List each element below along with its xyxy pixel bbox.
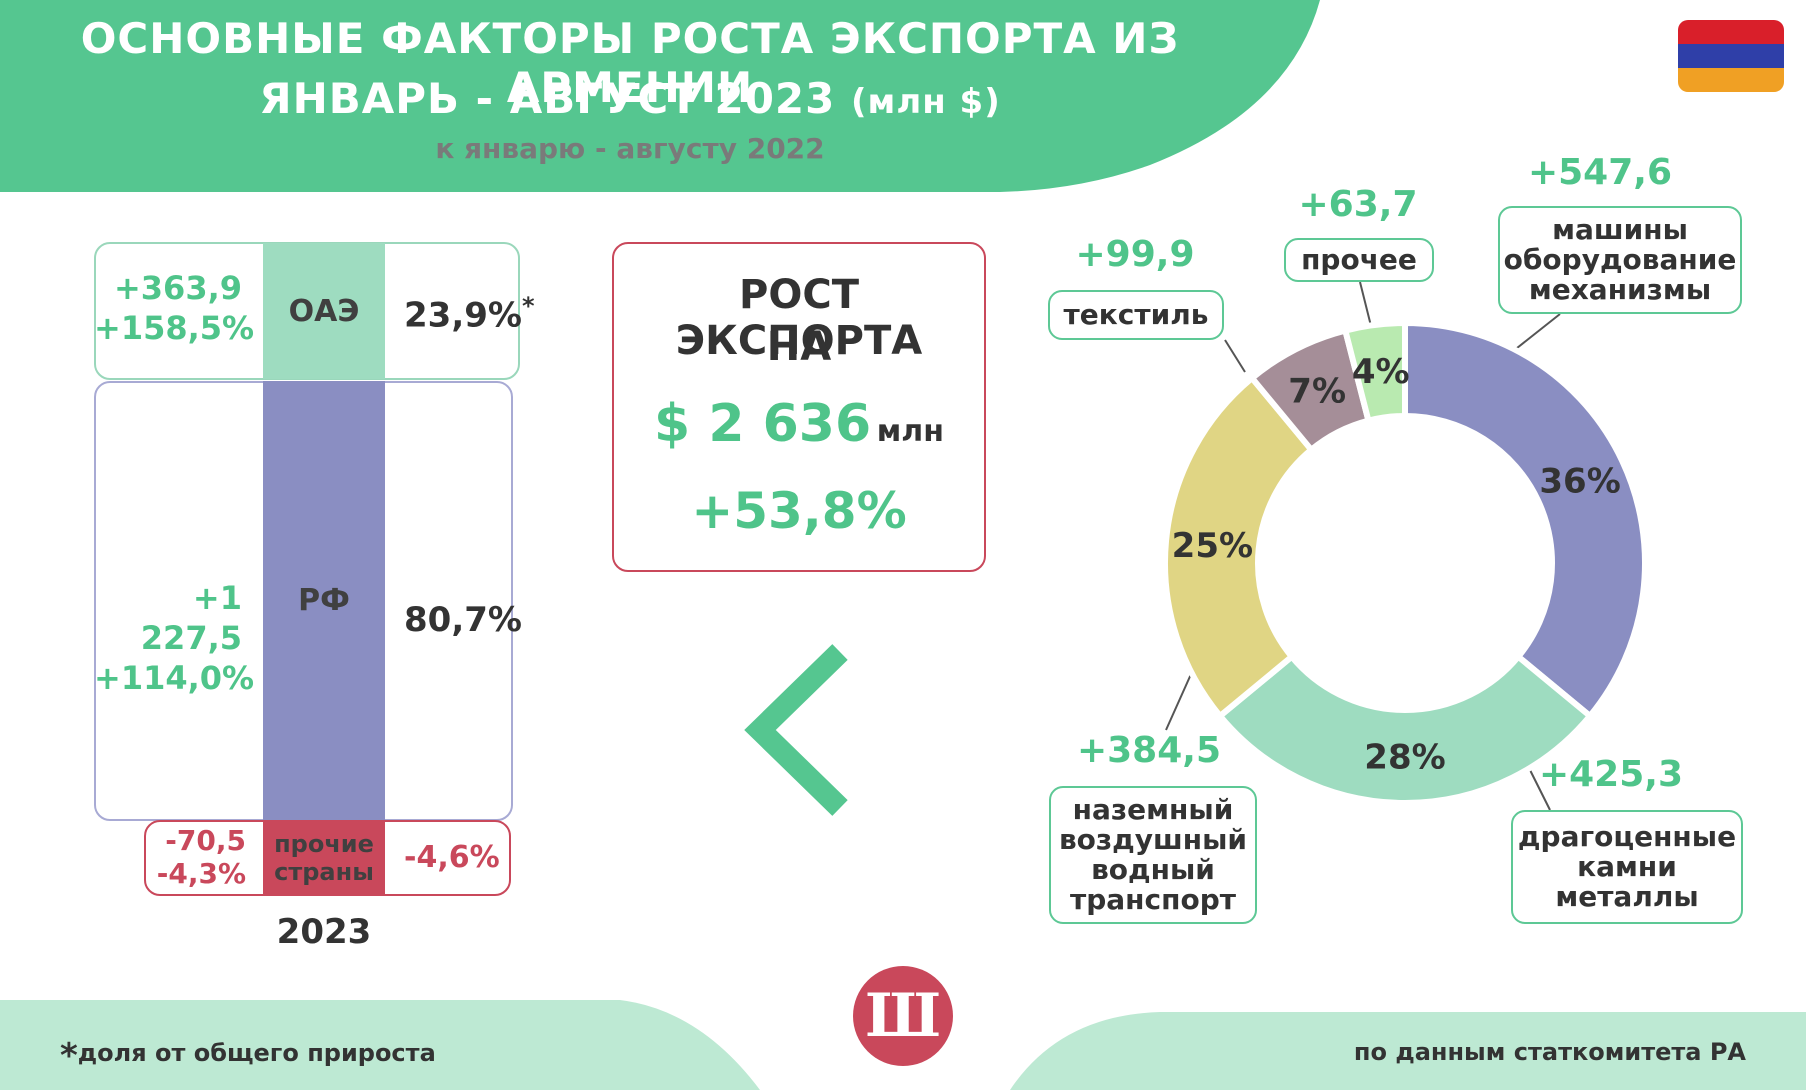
slice-value-label: +547,6 [1527, 152, 1673, 193]
rf-growth-values: +1 227,5 +114,0% [94, 578, 255, 698]
rf-pct-growth: +114,0% [94, 659, 255, 697]
footnote-mark: * [521, 292, 535, 320]
footnote: *доля от общего прироста [60, 1036, 436, 1076]
footer-left-band [0, 1000, 760, 1090]
footnote-text: доля от общего прироста [77, 1039, 436, 1067]
slice-category-line: машины [1552, 213, 1688, 246]
slice-category-box: машины оборудование механизмы [1498, 206, 1742, 314]
footer-right-band [1010, 1012, 1806, 1090]
growth-amount-value: $ 2 636 [654, 394, 872, 454]
page-title: ОСНОВНЫЕ ФАКТОРЫ РОСТА ЭКСПОРТА ИЗ АРМЕН… [80, 14, 1180, 112]
uae-pct-growth: +158,5% [94, 309, 255, 347]
uae-abs-growth: +363,9 [113, 269, 242, 307]
slice-category-line: наземный [1072, 793, 1234, 826]
slice-category-box: наземный воздушный водный транспорт [1049, 786, 1257, 924]
slice-category-box: текстиль [1048, 290, 1224, 340]
donut-slice-percent: 25% [1172, 526, 1253, 566]
slice-category-line: драгоценные [1517, 820, 1737, 853]
page-title-period: ЯНВАРЬ - АВГУСТ 2023 (млн $) [259, 74, 1001, 123]
slice-value-label: +425,3 [1538, 754, 1684, 795]
other-pct-growth: -4,3% [156, 857, 246, 890]
slice-category-line: оборудование [1503, 243, 1737, 276]
other-label-line2: страны [274, 858, 374, 886]
footnote-asterisk: * [60, 1036, 78, 1076]
donut-slice [1162, 375, 1315, 719]
donut-slice [1342, 320, 1408, 424]
page-subtitle: к январю - августу 2022 [435, 132, 825, 165]
rf-bar: РФ [263, 381, 385, 820]
donut-slice [1402, 320, 1648, 719]
flag-orange-stripe [1678, 68, 1784, 92]
growth-percent: +53,8% [691, 482, 907, 540]
slice-value-label: +384,5 [1076, 730, 1222, 771]
donut-slice [1217, 653, 1593, 806]
year-label: 2023 [276, 912, 372, 952]
other-abs-growth: -70,5 [165, 824, 246, 857]
slice-value-label: +99,9 [1075, 234, 1195, 275]
growth-title: РОСТ ЭКСПОРТА [675, 272, 923, 364]
flag-blue-stripe [1678, 44, 1784, 68]
growth-title-2: НА [766, 324, 832, 370]
donut-slice-percent: 28% [1364, 738, 1445, 778]
growth-card: РОСТ ЭКСПОРТА НА $ 2 636 млн +53,8% [612, 242, 986, 572]
uae-bar: ОАЭ [263, 243, 385, 379]
slice-category-line: механизмы [1528, 273, 1712, 306]
slice-category-line: водный [1091, 853, 1215, 886]
slice-category-line: камни [1577, 850, 1677, 883]
leader-line [1529, 769, 1551, 811]
slice-category-line: металлы [1555, 880, 1699, 913]
armenia-flag-icon [1678, 20, 1784, 92]
donut-slice-percent: 7% [1288, 372, 1346, 412]
rf-label: РФ [298, 583, 350, 618]
donut-slice-percent: 36% [1539, 462, 1620, 502]
slice-category-line: прочее [1301, 243, 1417, 276]
flag-red-stripe [1678, 20, 1784, 44]
slice-category-box: прочее [1284, 238, 1434, 282]
leader-line [1224, 339, 1246, 373]
slice-category-line: транспорт [1070, 883, 1236, 916]
leader-line [1511, 313, 1561, 353]
growth-amount-unit: млн [876, 414, 944, 449]
uae-share: 23,9%* [404, 292, 535, 336]
source-note: по данным статкомитета РА [1353, 1038, 1746, 1066]
logo-letter: Ш [864, 981, 942, 1051]
leader-line [1359, 281, 1373, 331]
logo-icon: Ш [853, 966, 953, 1066]
slice-category-line: текстиль [1063, 298, 1209, 331]
slice-category-line: воздушный [1058, 823, 1248, 856]
rf-abs-growth: +1 227,5 [140, 579, 242, 657]
chevron-left-icon [744, 644, 848, 816]
slice-value-label: +63,7 [1298, 184, 1418, 225]
other-label-line1: прочие [274, 830, 374, 858]
other-countries-bar: прочие страны [263, 820, 385, 896]
header-banner [0, 0, 1320, 192]
slice-category-box: драгоценные камни металлы [1511, 810, 1743, 924]
rf-share: 80,7% [404, 600, 522, 640]
uae-label: ОАЭ [288, 293, 360, 329]
uae-growth-values: +363,9 +158,5% [94, 268, 255, 348]
other-growth-values: -70,5 -4,3% [140, 824, 246, 890]
donut-slice-percent: 4% [1352, 352, 1410, 392]
growth-amount: $ 2 636 млн [614, 394, 984, 454]
other-share: -4,6% [404, 840, 500, 875]
